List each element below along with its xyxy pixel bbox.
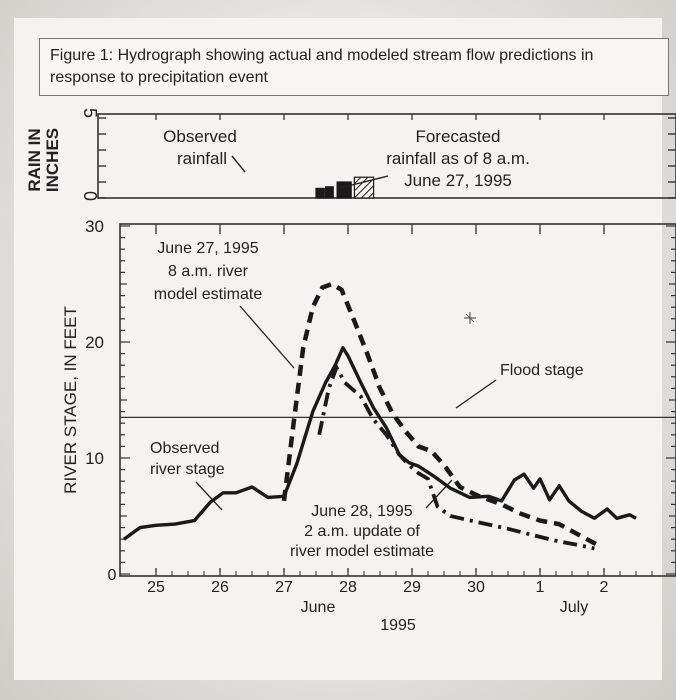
observed-stage-leader	[195, 481, 223, 511]
figure-caption: Figure 1: Hydrograph showing actual and …	[39, 38, 669, 96]
river-y-tick-label-30: 30	[85, 217, 104, 236]
forecast-rainfall-leader	[339, 175, 389, 189]
rain-label-line-2: INCHES	[43, 128, 62, 192]
river-y-tick-labels: 10 20 30	[85, 217, 104, 468]
rain-bar-forecasted-3	[353, 176, 375, 199]
forecast-rainfall-label-2: rainfall as of 8 a.m.	[386, 149, 530, 168]
flood-stage-leader	[455, 379, 497, 409]
river-axis-ticks	[120, 224, 676, 576]
river-x-tick-label-2: 2	[600, 579, 609, 596]
update-note-leader	[425, 479, 453, 509]
river-x-tick-label-30: 30	[467, 579, 485, 596]
river-x-tick-label-25: 25	[147, 579, 165, 596]
river-x-tick-label-1: 1	[536, 579, 545, 596]
flood-stage-label: Flood stage	[500, 362, 584, 379]
update-note-line-2: 2 a.m. update of	[304, 523, 420, 540]
observed-stage-line	[123, 346, 637, 541]
rain-tick-label-0: 0	[80, 191, 100, 201]
rain-bar-observed-1	[325, 186, 334, 199]
river-y-tick-label-20: 20	[85, 333, 104, 352]
forecast-rainfall-label-3: June 27, 1995	[404, 171, 512, 190]
model-note-line-3: model estimate	[154, 286, 263, 303]
observed-rainfall-label-2: rainfall	[177, 149, 227, 168]
river-y-tick-label-10: 10	[85, 449, 104, 468]
rain-label-line-1: RAIN IN	[25, 128, 44, 191]
river-x-tick-label-29: 29	[403, 579, 421, 596]
rainfall-panel-frame	[97, 113, 676, 199]
model-note-line-2: 8 a.m. river	[168, 263, 249, 280]
update-note-line-3: river model estimate	[290, 543, 434, 560]
rain-axis-label: RAIN IN INCHES	[25, 128, 62, 192]
july-label: July	[560, 599, 588, 616]
rain-tick-label-5: 5	[80, 108, 100, 118]
forecast-rainfall-label-1: Forecasted	[415, 127, 500, 146]
rain-bar-observed-0	[315, 187, 325, 199]
river-x-tick-label-26: 26	[211, 579, 229, 596]
model-estimate-line	[281, 281, 599, 547]
rain-bar-observed-2	[336, 181, 352, 199]
cursor-icon	[464, 312, 476, 324]
observed-stage-label-1: Observed	[150, 440, 219, 457]
model-note-line-1: June 27, 1995	[157, 240, 259, 257]
update-note-line-1: June 28, 1995	[311, 503, 413, 520]
river-x-tick-label-27: 27	[275, 579, 293, 596]
observed-rainfall-leader	[231, 155, 246, 173]
river-x-tick-labels: 25 26 27 28 29 30 1 2	[147, 579, 608, 596]
rainfall-bars	[315, 176, 375, 199]
rainfall-axis-ticks	[98, 114, 676, 199]
river-axis-label: RIVER STAGE, IN FEET	[61, 306, 80, 494]
river-tick-label-0-bottom: 0	[108, 567, 117, 584]
model-note-leader	[239, 305, 295, 369]
observed-stage-label-2: river stage	[150, 461, 225, 478]
paper-page	[14, 18, 662, 680]
year-label: 1995	[380, 617, 416, 634]
june-label: June	[301, 599, 336, 616]
river-x-tick-label-28: 28	[339, 579, 357, 596]
observed-rainfall-label-1: Observed	[163, 127, 237, 146]
updated-estimate-line	[317, 362, 595, 551]
